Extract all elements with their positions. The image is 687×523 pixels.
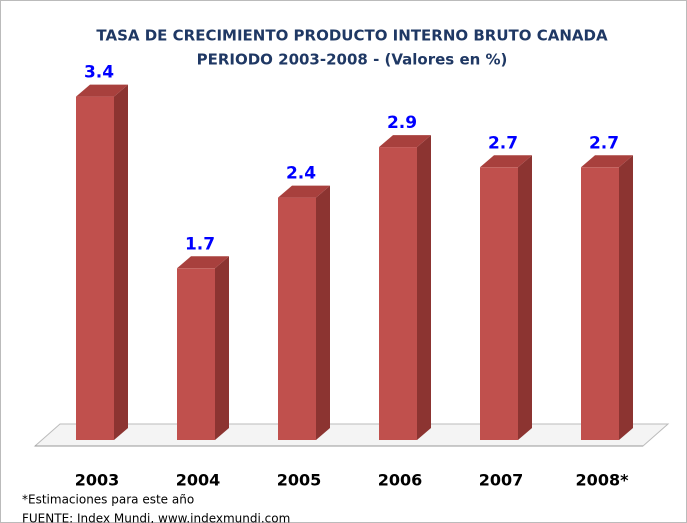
x-tick-label: 2008* bbox=[576, 471, 630, 490]
bar-front bbox=[278, 197, 316, 440]
bar bbox=[581, 155, 633, 441]
bar-front bbox=[76, 96, 114, 440]
bar-side bbox=[518, 155, 532, 441]
x-tick-label: 2004 bbox=[176, 471, 221, 490]
bar-side bbox=[619, 155, 633, 441]
x-tick-label: 2005 bbox=[277, 471, 322, 490]
bar-front bbox=[379, 147, 417, 440]
bar-front bbox=[177, 268, 215, 440]
x-tick-label: 2006 bbox=[378, 471, 423, 490]
bar-top bbox=[581, 155, 633, 168]
value-label: 2.4 bbox=[286, 164, 316, 184]
x-tick-label: 2003 bbox=[75, 471, 120, 490]
bar-side bbox=[316, 185, 330, 440]
bar-side bbox=[114, 84, 128, 440]
bar-side bbox=[417, 135, 431, 440]
bar-top bbox=[177, 256, 229, 269]
chart-subtitle: PERIODO 2003-2008 - (Valores en %) bbox=[197, 51, 508, 69]
bar bbox=[379, 135, 431, 440]
bar bbox=[76, 84, 128, 440]
bar-front bbox=[480, 167, 518, 441]
value-label: 2.7 bbox=[488, 133, 518, 153]
source: FUENTE: Index Mundi, www.indexmundi.com bbox=[22, 512, 290, 523]
footnote: *Estimaciones para este año bbox=[22, 493, 194, 507]
bar bbox=[278, 185, 330, 440]
value-label: 2.9 bbox=[387, 113, 417, 133]
value-label: 1.7 bbox=[185, 234, 215, 254]
bar-top bbox=[480, 155, 532, 168]
bar bbox=[177, 256, 229, 440]
value-label: 2.7 bbox=[589, 133, 619, 153]
bar bbox=[480, 155, 532, 441]
bar-top bbox=[379, 135, 431, 148]
floor bbox=[33, 423, 670, 447]
chart-title: TASA DE CRECIMIENTO PRODUCTO INTERNO BRU… bbox=[96, 27, 608, 45]
bar-side bbox=[215, 256, 229, 440]
bar-front bbox=[581, 167, 619, 441]
value-label: 3.4 bbox=[84, 63, 114, 83]
bar-top bbox=[76, 84, 128, 97]
x-tick-label: 2007 bbox=[479, 471, 524, 490]
bar-top bbox=[278, 185, 330, 198]
